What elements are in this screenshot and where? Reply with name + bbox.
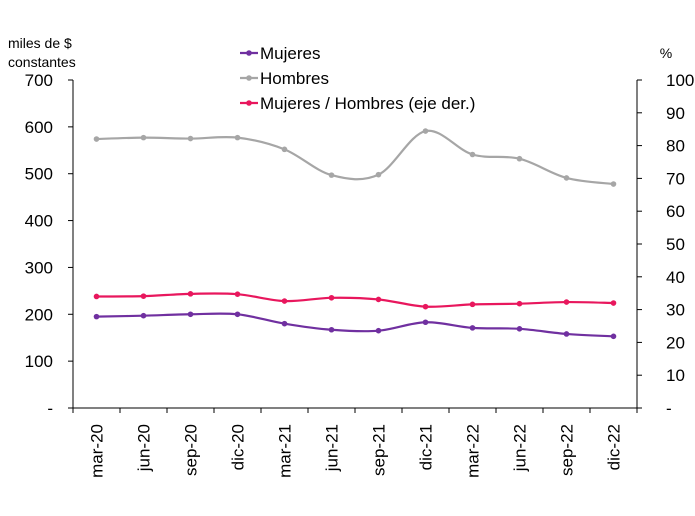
legend-item: Mujeres xyxy=(240,44,320,63)
left-tick-label: 700 xyxy=(25,71,53,90)
data-point xyxy=(140,134,147,141)
data-point xyxy=(234,311,241,318)
left-tick-label: 400 xyxy=(25,212,53,231)
right-tick-label: 30 xyxy=(666,301,685,320)
data-point xyxy=(140,312,147,319)
series-0 xyxy=(93,311,617,340)
left-tick-label: 100 xyxy=(25,352,53,371)
right-tick-label: 70 xyxy=(666,169,685,188)
x-tick-label: sep-20 xyxy=(182,424,201,476)
left-tick-label: 600 xyxy=(25,118,53,137)
axes xyxy=(72,80,638,409)
left-tick-label: 200 xyxy=(25,305,53,324)
data-point xyxy=(328,294,335,301)
data-point xyxy=(93,136,100,142)
series-line xyxy=(96,292,614,308)
data-point xyxy=(140,293,147,299)
left-axis-unit-line2: constantes xyxy=(8,54,76,70)
x-tick-label: mar-20 xyxy=(88,424,107,478)
right-axis-ticks: - 10 20 30 40 50 60 70 80 90 100 xyxy=(637,71,694,418)
legend-label: Hombres xyxy=(260,69,329,88)
data-point xyxy=(422,303,429,310)
x-tick-label: mar-21 xyxy=(276,424,295,478)
data-point xyxy=(93,293,100,300)
right-tick-label: 10 xyxy=(666,366,685,385)
left-axis-ticks: - 100 200 300 400 500 600 700 xyxy=(25,71,73,418)
x-tick-label: mar-22 xyxy=(464,424,483,478)
right-tick-label: 40 xyxy=(666,268,685,287)
series-2 xyxy=(93,291,617,310)
right-axis-unit-label: % xyxy=(660,45,672,61)
data-point xyxy=(281,320,288,327)
left-tick-label: 300 xyxy=(25,258,53,277)
x-tick-label: jun-22 xyxy=(511,424,530,472)
x-tick-label: jun-20 xyxy=(135,424,154,472)
x-tick-label: jun-21 xyxy=(323,424,342,472)
series-1 xyxy=(93,128,617,187)
data-point xyxy=(375,327,382,334)
right-tick-label: 90 xyxy=(666,104,685,123)
data-point xyxy=(469,151,476,158)
right-tick-label: 20 xyxy=(666,333,685,352)
data-point xyxy=(281,298,288,304)
data-point xyxy=(422,319,429,326)
legend-item: Mujeres / Hombres (eje der.) xyxy=(240,94,475,113)
x-tick-label: sep-21 xyxy=(370,424,389,476)
legend-label: Mujeres xyxy=(260,44,320,63)
x-axis-ticks: mar-20 jun-20 sep-20 dic-20 mar-21 jun-21 sep-… xyxy=(72,408,638,478)
right-tick-label: 50 xyxy=(666,235,685,254)
series-line xyxy=(96,312,614,338)
data-point xyxy=(516,155,523,162)
left-tick-label: 500 xyxy=(25,165,53,184)
data-point xyxy=(234,291,241,297)
data-point xyxy=(563,331,570,337)
series-layer xyxy=(93,128,617,340)
data-point xyxy=(422,128,429,134)
data-point xyxy=(328,172,335,178)
right-tick-label: 60 xyxy=(666,202,685,221)
x-tick-label: dic-20 xyxy=(229,424,248,470)
x-tick-label: sep-22 xyxy=(558,424,577,476)
right-tick-label: 80 xyxy=(666,137,685,156)
data-point xyxy=(563,175,570,181)
right-tick-label: 100 xyxy=(666,71,694,90)
data-point xyxy=(234,134,241,141)
data-point xyxy=(610,333,617,340)
legend-swatch-marker xyxy=(246,50,252,56)
data-point xyxy=(610,181,617,187)
data-point xyxy=(469,325,476,331)
data-point xyxy=(516,326,523,332)
left-axis-unit-label: miles de $ constantes xyxy=(8,35,76,70)
data-point xyxy=(563,299,570,305)
legend-swatch-marker xyxy=(246,100,252,106)
data-point xyxy=(187,311,194,318)
left-tick-label: - xyxy=(47,399,53,418)
data-point xyxy=(469,301,476,308)
legend: Mujeres Hombres Mujeres / Hombres (eje der… xyxy=(240,44,475,113)
legend-item: Hombres xyxy=(240,69,329,88)
data-point xyxy=(516,300,523,307)
data-point xyxy=(610,300,617,306)
data-point xyxy=(375,296,382,303)
series-line xyxy=(96,129,614,186)
x-tick-label: dic-22 xyxy=(605,424,624,470)
data-point xyxy=(187,135,194,142)
data-point xyxy=(281,146,288,153)
right-tick-label: - xyxy=(666,399,672,418)
left-axis-unit-line1: miles de $ xyxy=(8,35,72,51)
legend-label: Mujeres / Hombres (eje der.) xyxy=(260,94,475,113)
data-point xyxy=(375,171,382,178)
legend-swatch-marker xyxy=(246,75,252,81)
data-point xyxy=(328,326,335,333)
data-point xyxy=(187,291,194,297)
x-tick-label: dic-21 xyxy=(417,424,436,470)
data-point xyxy=(93,313,100,320)
